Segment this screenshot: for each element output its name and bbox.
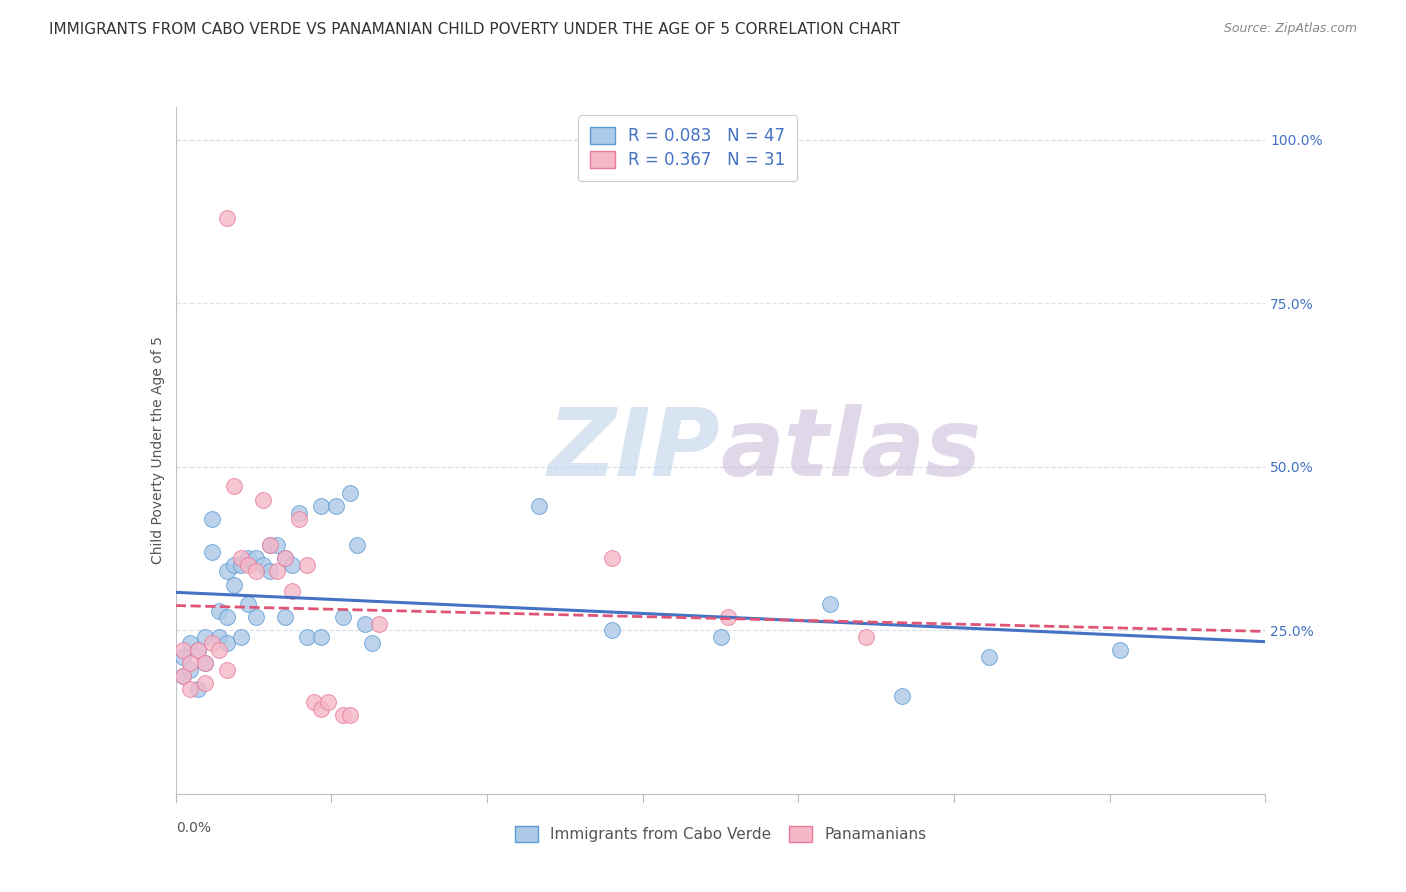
- Point: [281, 558, 304, 572]
- Point: [194, 675, 217, 690]
- Point: [295, 558, 318, 572]
- Point: [527, 499, 550, 513]
- Point: [600, 624, 623, 638]
- Text: atlas: atlas: [721, 404, 981, 497]
- Point: [274, 551, 297, 566]
- Point: [318, 695, 340, 709]
- Point: [231, 551, 253, 566]
- Point: [194, 630, 217, 644]
- Point: [353, 616, 375, 631]
- Point: [891, 689, 914, 703]
- Point: [194, 656, 217, 670]
- Point: [215, 610, 238, 624]
- Point: [172, 669, 194, 683]
- Point: [332, 708, 354, 723]
- Y-axis label: Child Poverty Under the Age of 5: Child Poverty Under the Age of 5: [150, 336, 165, 565]
- Text: IMMIGRANTS FROM CABO VERDE VS PANAMANIAN CHILD POVERTY UNDER THE AGE OF 5 CORREL: IMMIGRANTS FROM CABO VERDE VS PANAMANIAN…: [49, 22, 900, 37]
- Point: [179, 663, 201, 677]
- Legend: Immigrants from Cabo Verde, Panamanians: Immigrants from Cabo Verde, Panamanians: [509, 820, 932, 848]
- Point: [259, 538, 281, 552]
- Point: [600, 551, 623, 566]
- Point: [302, 695, 325, 709]
- Point: [208, 643, 231, 657]
- Point: [295, 630, 318, 644]
- Point: [346, 538, 368, 552]
- Text: 0.0%: 0.0%: [176, 822, 211, 835]
- Point: [172, 669, 194, 683]
- Point: [208, 604, 231, 618]
- Point: [238, 558, 260, 572]
- Point: [215, 211, 238, 226]
- Point: [309, 630, 332, 644]
- Point: [231, 630, 253, 644]
- Point: [325, 499, 347, 513]
- Point: [259, 538, 281, 552]
- Point: [332, 610, 354, 624]
- Point: [179, 682, 201, 697]
- Point: [266, 565, 288, 579]
- Point: [274, 610, 297, 624]
- Point: [309, 702, 332, 716]
- Text: ZIP: ZIP: [548, 404, 721, 497]
- Point: [309, 499, 332, 513]
- Point: [252, 558, 274, 572]
- Point: [201, 545, 224, 559]
- Point: [252, 492, 274, 507]
- Point: [339, 486, 361, 500]
- Point: [215, 663, 238, 677]
- Point: [339, 708, 361, 723]
- Point: [172, 643, 194, 657]
- Point: [201, 636, 224, 650]
- Point: [238, 597, 260, 611]
- Point: [179, 636, 201, 650]
- Point: [288, 512, 311, 526]
- Point: [215, 565, 238, 579]
- Point: [186, 682, 209, 697]
- Point: [238, 551, 260, 566]
- Point: [1109, 643, 1132, 657]
- Point: [717, 610, 740, 624]
- Point: [222, 479, 245, 493]
- Point: [215, 636, 238, 650]
- Point: [710, 630, 733, 644]
- Point: [231, 558, 253, 572]
- Point: [360, 636, 382, 650]
- Point: [266, 538, 288, 552]
- Point: [274, 551, 297, 566]
- Text: Source: ZipAtlas.com: Source: ZipAtlas.com: [1223, 22, 1357, 36]
- Point: [222, 577, 245, 591]
- Point: [245, 565, 267, 579]
- Point: [281, 584, 304, 599]
- Point: [979, 649, 1001, 664]
- Point: [368, 616, 391, 631]
- Point: [245, 610, 267, 624]
- Point: [179, 656, 201, 670]
- Point: [855, 630, 877, 644]
- Point: [172, 649, 194, 664]
- Point: [245, 551, 267, 566]
- Point: [186, 643, 209, 657]
- Point: [186, 643, 209, 657]
- Point: [208, 630, 231, 644]
- Point: [259, 565, 281, 579]
- Point: [222, 558, 245, 572]
- Point: [288, 506, 311, 520]
- Point: [201, 512, 224, 526]
- Point: [194, 656, 217, 670]
- Point: [818, 597, 841, 611]
